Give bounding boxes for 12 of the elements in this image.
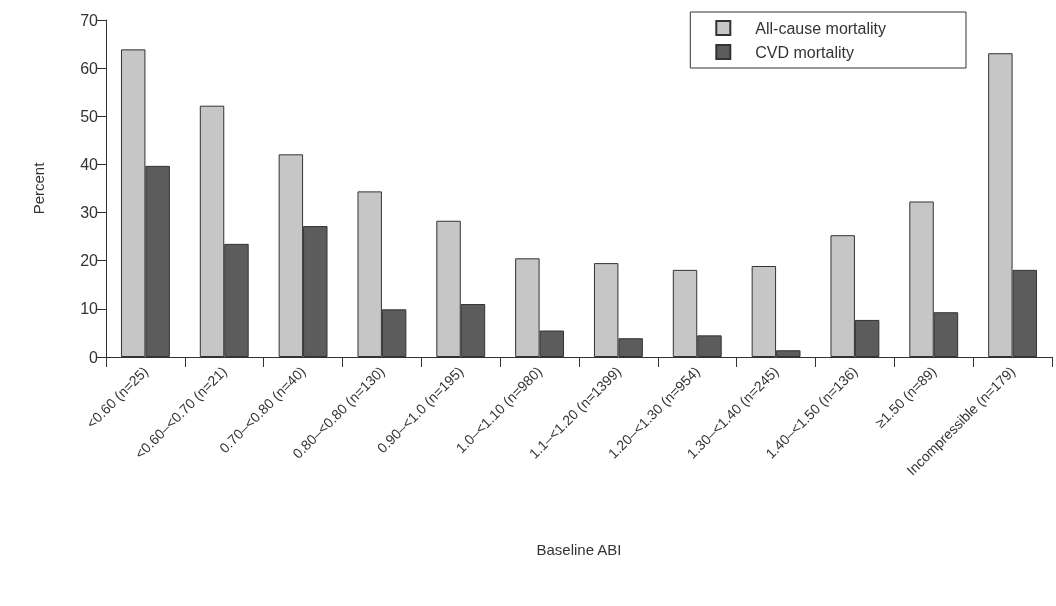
x-axis-title: Baseline ABI <box>536 541 622 558</box>
y-tick-label: 50 <box>80 107 99 125</box>
y-tick-label: 30 <box>80 204 99 222</box>
y-tick-label: 40 <box>80 155 99 173</box>
legend-label: CVD mortality <box>755 43 854 61</box>
y-tick-label: 60 <box>80 59 99 77</box>
y-tick-label: 10 <box>80 300 99 318</box>
legend-label: All-cause mortality <box>755 19 886 37</box>
y-axis-title: Percent <box>30 161 47 215</box>
y-tick-label: 70 <box>80 11 99 29</box>
y-tick-label: 20 <box>80 252 99 270</box>
y-tick-label: 0 <box>89 348 99 366</box>
